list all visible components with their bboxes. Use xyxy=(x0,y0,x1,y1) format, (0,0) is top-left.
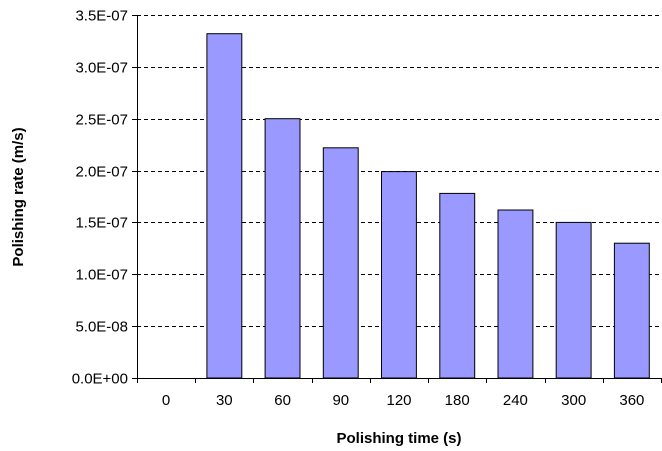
y-tick-label: 2.5E-07 xyxy=(75,112,128,129)
bar-360 xyxy=(613,242,650,379)
x-tick-label: 0 xyxy=(162,392,170,409)
x-axis-title: Polishing time (s) xyxy=(336,430,461,447)
x-tick-label: 60 xyxy=(274,392,291,409)
y-tick-labels: 0.0E+00 5.0E-08 1.0E-07 1.5E-07 2.0E-07 2.5E-… xyxy=(72,8,128,388)
bar-90 xyxy=(322,147,359,379)
x-tick-labels: 0 30 60 90 120 180 240 300 360 xyxy=(162,392,644,409)
bar-30 xyxy=(206,33,243,379)
y-axis-title: Polishing rate (m/s) xyxy=(10,127,27,266)
bar-180 xyxy=(439,192,476,379)
y-tick-label: 0.0E+00 xyxy=(72,371,128,388)
bar-120 xyxy=(381,171,417,379)
y-tick-label: 1.0E-07 xyxy=(75,267,128,284)
x-tick-label: 180 xyxy=(445,392,470,409)
x-tick-label: 30 xyxy=(216,392,233,409)
y-tick-label: 2.0E-07 xyxy=(75,164,128,181)
bars xyxy=(206,33,650,379)
x-tick-label: 120 xyxy=(386,392,411,409)
x-tick-label: 360 xyxy=(619,392,644,409)
y-tick-label: 5.0E-08 xyxy=(75,319,128,336)
x-tick-label: 240 xyxy=(503,392,528,409)
bar-300 xyxy=(555,221,592,379)
bar-60 xyxy=(264,118,301,379)
x-tick-label: 300 xyxy=(561,392,586,409)
y-tick-label: 3.5E-07 xyxy=(75,8,128,25)
axes xyxy=(132,15,662,383)
y-tick-label: 3.0E-07 xyxy=(75,60,128,77)
y-tick-label: 1.5E-07 xyxy=(75,215,128,232)
bar-240 xyxy=(497,209,534,379)
x-tick-label: 90 xyxy=(332,392,349,409)
